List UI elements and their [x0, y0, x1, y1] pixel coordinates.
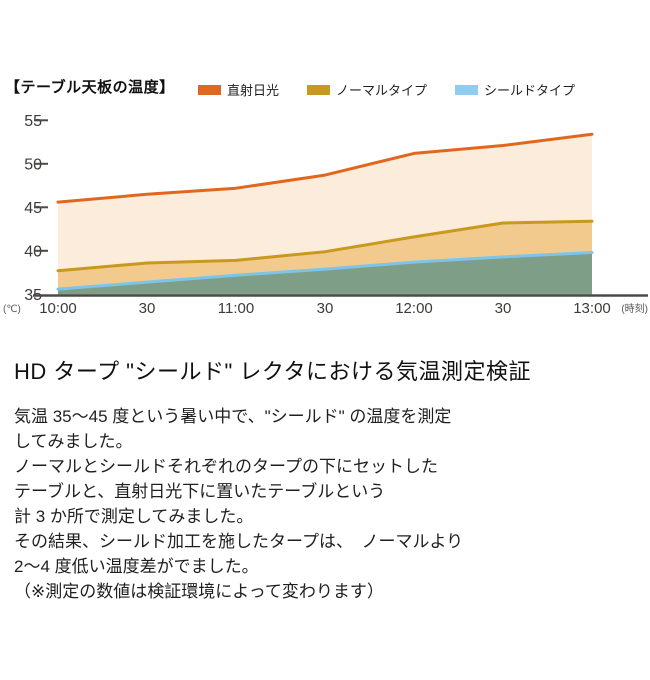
svg-text:13:00: 13:00 [573, 300, 611, 317]
svg-text:10:00: 10:00 [39, 300, 77, 317]
legend-swatch-icon [455, 84, 479, 95]
svg-text:40: 40 [24, 243, 42, 260]
svg-text:30: 30 [495, 300, 512, 317]
legend-item-normal-type: ノーマルタイプ [307, 80, 427, 99]
svg-text:(℃): (℃) [3, 304, 21, 315]
legend-label: 直射日光 [227, 83, 280, 98]
svg-text:12:00: 12:00 [395, 300, 433, 317]
article-line: その結果、シールド加工を施したタープは、 ノーマルより [14, 532, 464, 551]
article-heading: HD タープ "シールド" レクタにおける気温測定検証 [14, 359, 532, 384]
article-line: （※測定の数値は検証環境によって変わります） [14, 582, 384, 601]
article-line: 気温 35〜45 度という暑い中で、"シールド" の温度を測定 [14, 407, 452, 426]
legend-swatch-icon [198, 84, 221, 95]
article-line: ノーマルとシールドそれぞれのタープの下にセットした [14, 457, 438, 476]
svg-text:(時刻): (時刻) [621, 302, 648, 315]
legend-swatch-icon [307, 84, 331, 95]
svg-text:30: 30 [317, 300, 334, 317]
svg-text:11:00: 11:00 [218, 300, 254, 317]
svg-text:30: 30 [139, 300, 156, 317]
article-line: 計 3 か所で測定してみました。 [14, 507, 254, 526]
article-body: 気温 35〜45 度という暑い中で、"シールド" の温度を測定 してみました。 … [14, 404, 636, 604]
legend-label: ノーマルタイプ [336, 83, 428, 98]
article-line: してみました。 [14, 432, 133, 451]
legend-label: シールドタイプ [484, 83, 576, 98]
article-section: HD タープ "シールド" レクタにおける気温測定検証 気温 35〜45 度とい… [0, 332, 650, 604]
article-line: 2〜4 度低い温度差がでました。 [14, 557, 259, 576]
svg-text:45: 45 [24, 200, 42, 217]
svg-text:55: 55 [24, 113, 42, 130]
chart-title: 【テーブル天板の温度】 [5, 79, 175, 96]
legend-item-shield-type: シールドタイプ [455, 80, 575, 99]
article-line: テーブルと、直射日光下に置いたテーブルという [14, 482, 386, 501]
svg-text:50: 50 [24, 156, 42, 173]
legend-item-direct-sunlight: 直射日光 [198, 80, 279, 99]
temperature-chart-block: 35 40 45 50 55 10:00 30 11:00 30 12:00 30 13:00 (℃)(… [0, 0, 650, 332]
chart-legend: 直射日光 ノーマルタイプ シールドタイプ [198, 80, 575, 99]
